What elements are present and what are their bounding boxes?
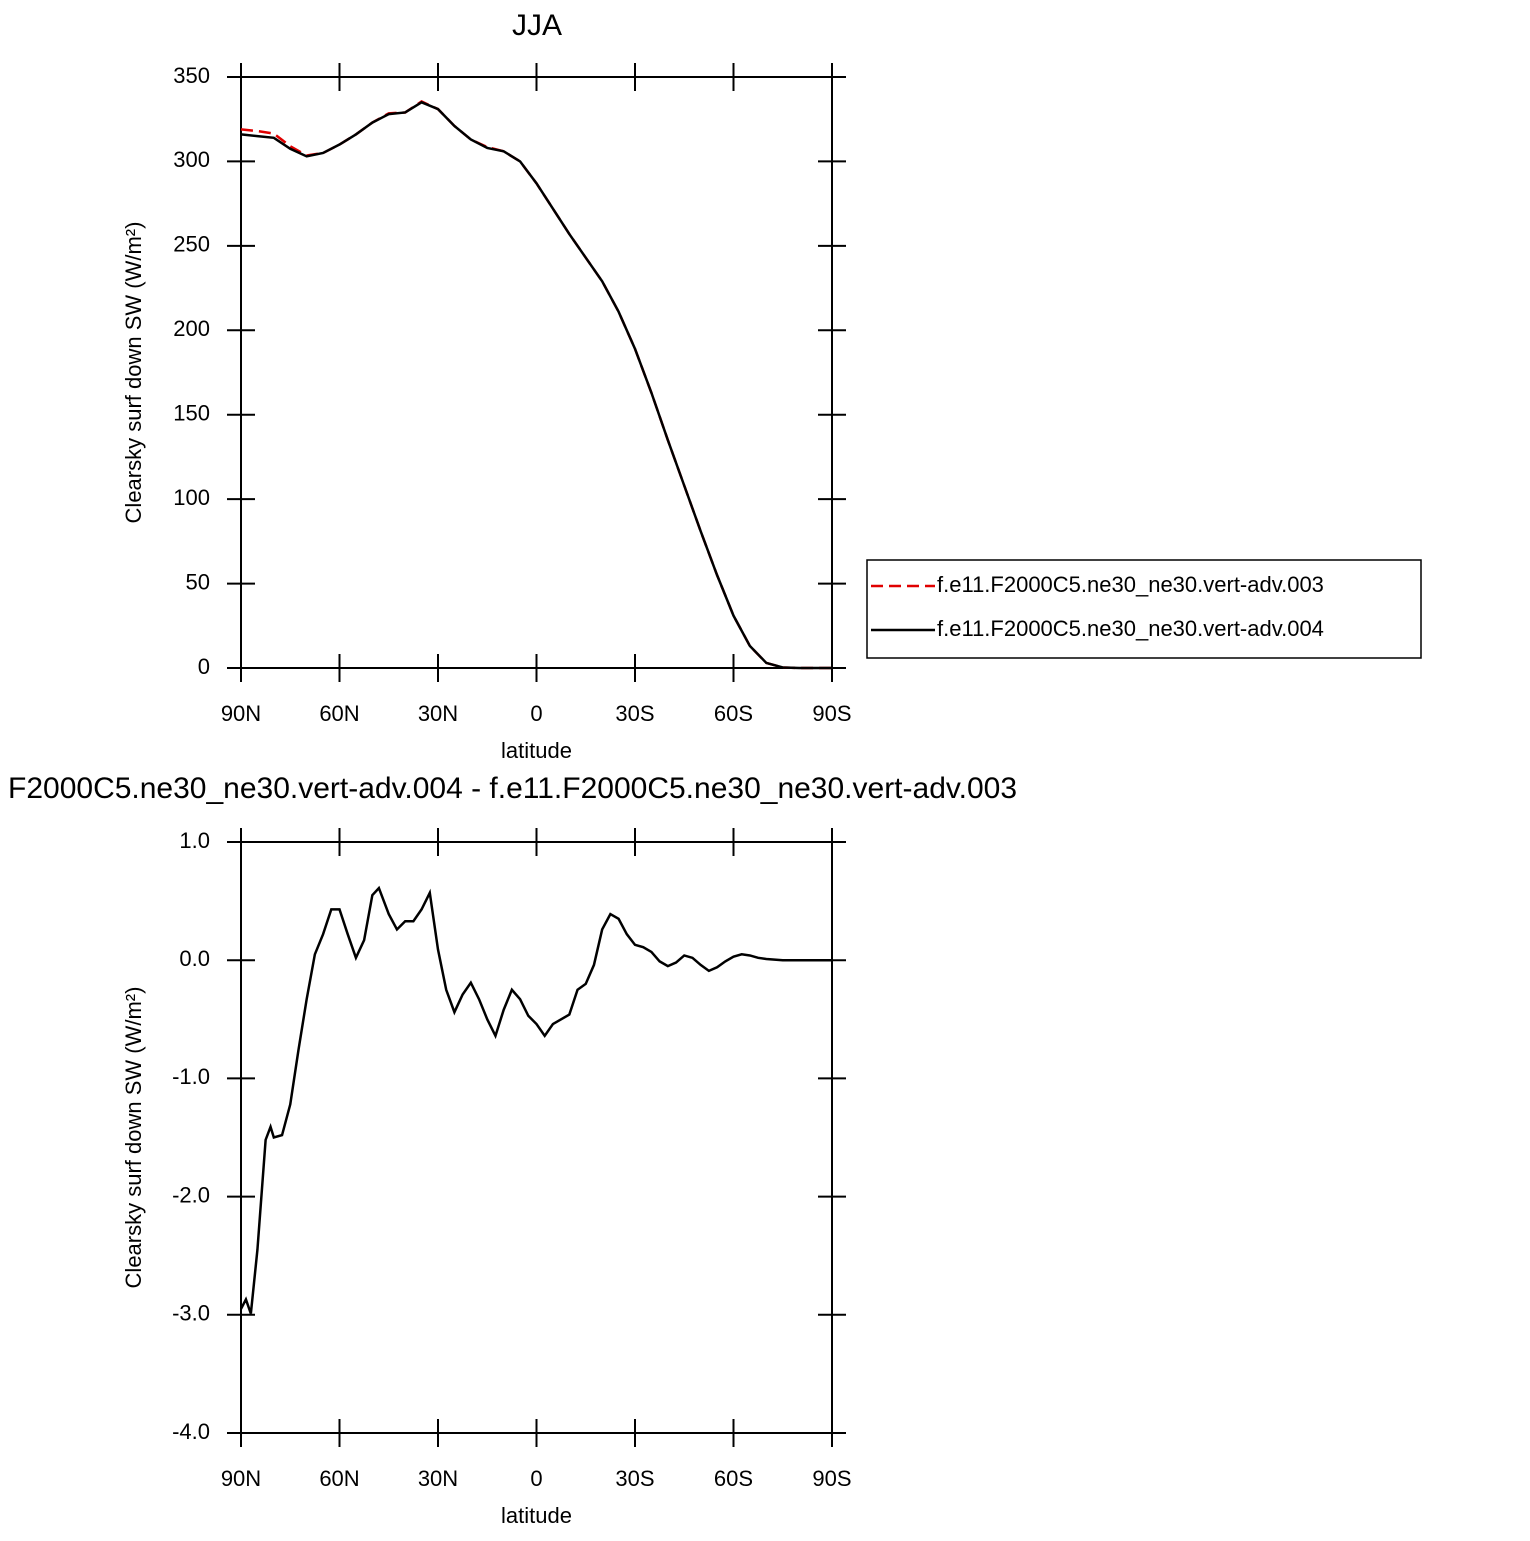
chart-title: JJA xyxy=(512,9,562,42)
x-tick-label: 90S xyxy=(812,701,851,726)
x-tick-label: 30N xyxy=(418,701,458,726)
y-tick-label: -1.0 xyxy=(172,1064,210,1089)
x-tick-label: 90S xyxy=(812,1466,851,1491)
y-tick-label: 0 xyxy=(198,654,210,679)
series-line xyxy=(239,885,832,1315)
y-tick-label: 300 xyxy=(173,147,210,172)
x-tick-label: 90N xyxy=(221,1466,261,1491)
y-tick-label: 1.0 xyxy=(179,828,210,853)
x-tick-label: 0 xyxy=(530,1466,542,1491)
y-tick-label: -3.0 xyxy=(172,1301,210,1326)
y-tick-label: 0.0 xyxy=(179,946,210,971)
y-axis-label: Clearsky surf down SW (W/m²) xyxy=(121,222,146,524)
y-tick-label: 350 xyxy=(173,63,210,88)
y-tick-label: 100 xyxy=(173,485,210,510)
series-line xyxy=(240,100,832,670)
legend-box xyxy=(866,559,1422,659)
y-tick-label: 50 xyxy=(186,569,210,594)
legend-label: f.e11.F2000C5.ne30_ne30.vert-adv.004 xyxy=(937,616,1324,641)
x-tick-label: 60N xyxy=(319,1466,359,1491)
x-tick-label: 90N xyxy=(221,701,261,726)
x-tick-label: 30N xyxy=(418,1466,458,1491)
y-tick-label: -4.0 xyxy=(172,1419,210,1444)
y-tick-label: 150 xyxy=(173,401,210,426)
x-tick-label: 60S xyxy=(714,1466,753,1491)
chart-title: F2000C5.ne30_ne30.vert-adv.004 - f.e11.F… xyxy=(8,772,1017,805)
y-tick-label: 250 xyxy=(173,232,210,257)
y-tick-label: 200 xyxy=(173,316,210,341)
y-tick-label: -2.0 xyxy=(172,1182,210,1207)
x-tick-label: 60S xyxy=(714,701,753,726)
x-tick-label: 0 xyxy=(530,701,542,726)
x-axis-label: latitude xyxy=(501,738,572,763)
y-axis-label: Clearsky surf down SW (W/m²) xyxy=(121,987,146,1289)
plot-frame xyxy=(240,76,833,669)
plot-frame xyxy=(240,841,833,1434)
x-axis-label: latitude xyxy=(501,1503,572,1528)
x-tick-label: 60N xyxy=(319,701,359,726)
x-tick-label: 30S xyxy=(615,701,654,726)
legend-label: f.e11.F2000C5.ne30_ne30.vert-adv.003 xyxy=(937,572,1324,597)
series-line xyxy=(240,100,832,670)
x-tick-label: 30S xyxy=(615,1466,654,1491)
